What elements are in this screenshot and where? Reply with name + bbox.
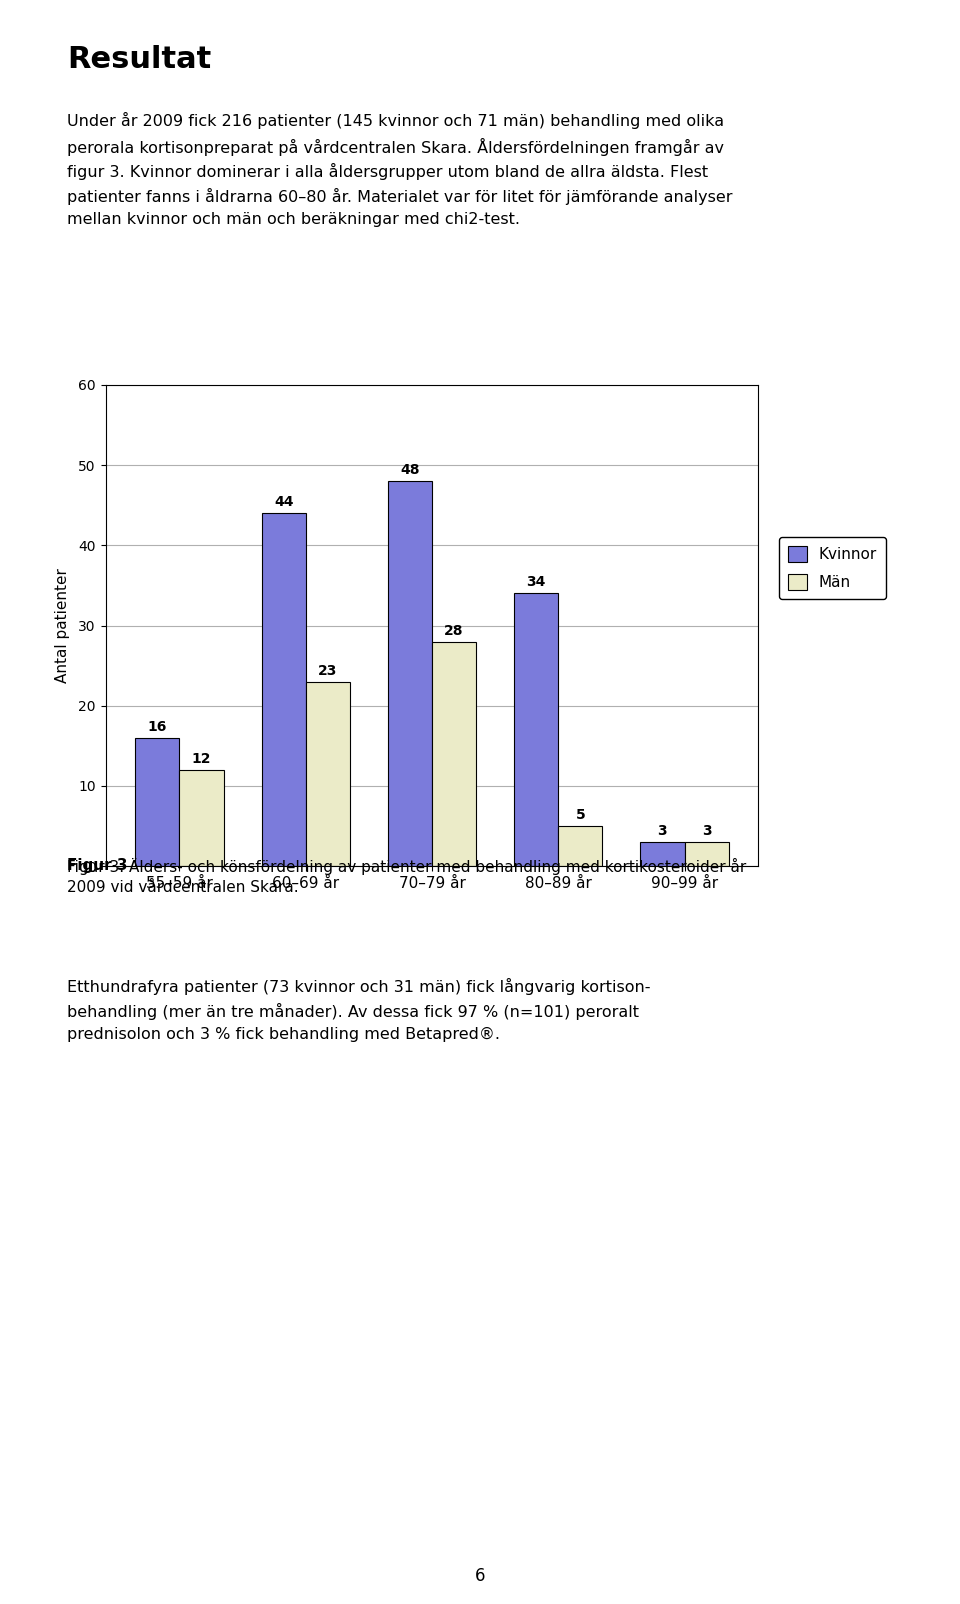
Bar bbox=[514, 593, 559, 866]
Text: Etthundrafyra patienter (73 kvinnor och 31 män) fick långvarig kortison-
behandl: Etthundrafyra patienter (73 kvinnor och … bbox=[67, 978, 651, 1043]
Bar bbox=[432, 642, 476, 866]
Legend: Kvinnor, Män: Kvinnor, Män bbox=[780, 537, 886, 600]
Text: 34: 34 bbox=[526, 576, 546, 590]
Bar bbox=[305, 682, 350, 866]
Bar bbox=[135, 738, 180, 866]
Text: 12: 12 bbox=[192, 752, 211, 767]
Text: 44: 44 bbox=[274, 496, 294, 510]
Text: 5: 5 bbox=[575, 808, 586, 821]
Text: 16: 16 bbox=[148, 720, 167, 735]
Bar bbox=[180, 770, 224, 866]
Text: 48: 48 bbox=[400, 464, 420, 478]
Text: 28: 28 bbox=[444, 624, 464, 637]
Text: Resultat: Resultat bbox=[67, 45, 211, 74]
Text: 3: 3 bbox=[702, 824, 711, 837]
Text: Figur 3: Figur 3 bbox=[67, 858, 128, 873]
Bar bbox=[684, 842, 729, 866]
Text: Figur 3. Älders- och könsfördelning av patienter med behandling med kortikostero: Figur 3. Älders- och könsfördelning av p… bbox=[67, 858, 747, 895]
Bar bbox=[559, 826, 603, 866]
Text: 23: 23 bbox=[318, 664, 338, 677]
Bar bbox=[640, 842, 684, 866]
Bar bbox=[388, 481, 432, 866]
Y-axis label: Antal patienter: Antal patienter bbox=[55, 568, 70, 683]
Bar bbox=[261, 513, 305, 866]
Text: Under år 2009 fick 216 patienter (145 kvinnor och 71 män) behandling med olika
p: Under år 2009 fick 216 patienter (145 kv… bbox=[67, 112, 732, 226]
Text: 6: 6 bbox=[475, 1567, 485, 1585]
Text: 3: 3 bbox=[658, 824, 667, 837]
